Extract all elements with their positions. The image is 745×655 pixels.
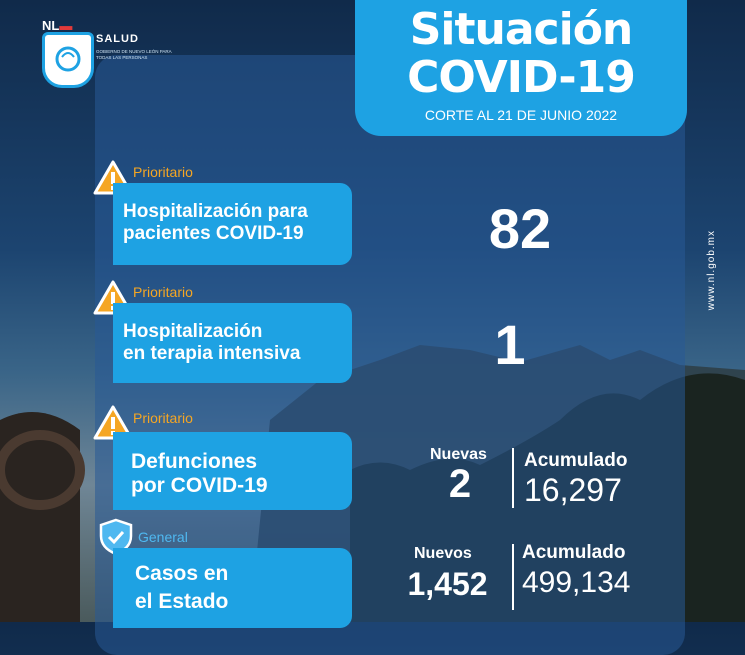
cases-total-value: 499,134 [522, 566, 631, 599]
report-date: CORTE AL 21 DE JUNIO 2022 [424, 107, 618, 123]
cases-new-label: Nuevos [414, 545, 472, 562]
header-title-line2: COVID-19 [407, 52, 636, 103]
deaths-total-label: Acumulado [524, 450, 628, 471]
deaths-new-label: Nuevas [430, 446, 487, 463]
header-banner [355, 0, 687, 136]
priority-tag: Prioritario [133, 284, 193, 300]
header-title-line1: Situación [409, 4, 634, 55]
card-label-line2: el Estado [135, 590, 229, 613]
value-hospitalization: 82 [488, 197, 552, 260]
card-label-line1: Defunciones [131, 450, 258, 473]
card-label-line1: Casos en [135, 562, 229, 585]
agency-tagline: GOBIERNO DE NUEVO LEÓN PARA TODAS LAS PE… [96, 49, 172, 60]
value-icu: 1 [494, 313, 526, 376]
indicator-card-icu: Hospitalización en terapia intensiva [113, 303, 352, 383]
card-label-line1: Hospitalización para [123, 201, 308, 222]
monument-ring [0, 430, 85, 510]
indicator-card-cases: Casos en el Estado [113, 548, 352, 628]
divider [512, 448, 514, 508]
deaths-new-value: 2 [448, 462, 472, 506]
card-label-line1: Hospitalización [123, 321, 263, 342]
agency-name: SALUD [96, 33, 139, 45]
divider [512, 544, 514, 610]
priority-tag: Prioritario [133, 410, 193, 426]
card-label-line2: pacientes COVID-19 [123, 223, 304, 244]
general-tag: General [138, 529, 188, 545]
cases-total-label: Acumulado [522, 542, 626, 563]
card-label-line2: por COVID-19 [131, 474, 268, 497]
website-url[interactable]: www.nl.gob.mx [706, 230, 717, 311]
indicator-card-hospitalization: Hospitalización para pacientes COVID-19 [113, 183, 352, 265]
card-label-line2: en terapia intensiva [123, 343, 301, 364]
logo-nl: NL▬ [42, 18, 73, 33]
deaths-total-value: 16,297 [524, 472, 622, 508]
shield-logo-icon [42, 32, 94, 88]
priority-tag: Prioritario [133, 164, 193, 180]
cases-new-value: 1,452 [407, 566, 488, 602]
indicator-card-deaths: Defunciones por COVID-19 [113, 432, 352, 510]
monument-left [0, 412, 80, 622]
